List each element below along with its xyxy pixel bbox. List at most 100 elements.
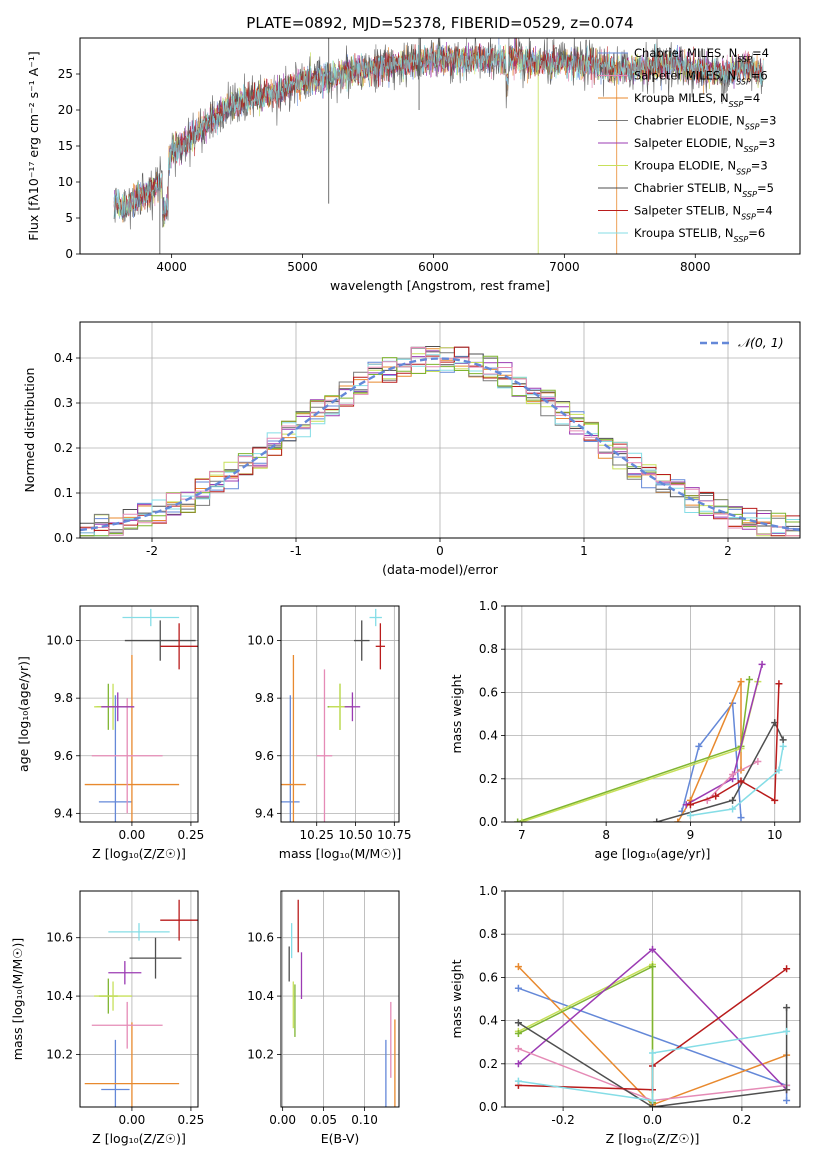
weight-series-marker	[686, 801, 694, 809]
y-axis-label: Normed distribution	[22, 368, 37, 493]
weight-series-marker	[745, 675, 753, 683]
y-axis-label: age [log₁₀(age/yr)]	[16, 656, 31, 772]
weight-series-marker	[783, 1086, 791, 1094]
y-tick-label: 10.2	[247, 1047, 274, 1061]
plot-frame	[504, 890, 801, 1108]
y-tick-label: 10.6	[247, 931, 274, 945]
weight-series-marker	[783, 965, 791, 973]
y-tick-label: 10	[58, 175, 73, 189]
weight-series-marker	[775, 766, 783, 774]
y-tick-label: 9.6	[255, 749, 274, 763]
weight-vs-age-chart: 7 8 9 10 0.0 0.2 0.4 0.6 0.8 1.0 age [log₁₀(age/yr…	[449, 599, 801, 861]
weight-series-line	[518, 1030, 787, 1102]
spectrum-chart: 4000 5000 6000 7000 8000 0 5 10 15 20 25 wavelength…	[26, 37, 801, 293]
legend-label: Chabrier MILES, NSSP=4	[634, 46, 769, 64]
y-tick-label: 9.8	[54, 691, 73, 705]
x-tick-label: 10.75	[377, 828, 411, 842]
weight-series-line	[677, 681, 742, 822]
x-tick-label: 8	[602, 828, 610, 842]
y-tick-label: 9.8	[255, 691, 274, 705]
x-tick-label: 10	[767, 828, 782, 842]
y-tick-label: 0.0	[479, 815, 498, 829]
y-tick-label: 0.0	[479, 1100, 498, 1114]
plot-frame	[280, 890, 400, 1108]
x-tick-label: -1	[290, 544, 302, 558]
x-tick-label: 0.25	[178, 828, 205, 842]
y-tick-label: 10.4	[46, 989, 73, 1003]
weight-series-marker	[758, 660, 766, 668]
y-tick-label: 0.6	[479, 970, 498, 984]
x-axis-label: age [log₁₀(age/yr)]	[595, 846, 711, 861]
x-tick-label: 0	[436, 544, 444, 558]
x-tick-label: 0.2	[732, 1113, 751, 1127]
plot-frame	[79, 321, 801, 539]
plot-frame	[79, 37, 801, 255]
x-tick-label: 0.25	[178, 1113, 205, 1127]
legend-label: Kroupa MILES, NSSP=4	[634, 91, 760, 109]
weight-vs-age-lines	[514, 660, 787, 822]
x-tick-label: 0.05	[310, 1113, 337, 1127]
weight-series-marker	[729, 770, 737, 778]
weight-series-marker	[779, 742, 787, 750]
y-tick-label: 9.6	[54, 749, 73, 763]
y-tick-label: 0.4	[54, 351, 73, 365]
x-tick-label: 9	[687, 828, 695, 842]
y-tick-label: 9.4	[255, 806, 274, 820]
x-tick-label: 6000	[418, 260, 449, 274]
plot-frame	[79, 890, 199, 1108]
y-tick-label: 0.1	[54, 486, 73, 500]
y-tick-label: 15	[58, 139, 73, 153]
legend-label: Kroupa ELODIE, NSSP=3	[634, 159, 768, 177]
plot-frame	[280, 605, 400, 823]
y-axis-label: mass weight	[449, 674, 464, 753]
y-tick-label: 10.2	[46, 1047, 73, 1061]
mass-vs-Z-chart: 0.00 0.25 10.2 10.4 10.6 Z [log₁₀(Z/Z☉)] mass …	[10, 890, 205, 1146]
x-tick-label: 1	[580, 544, 588, 558]
histogram-steps	[80, 346, 800, 537]
weight-series-marker	[712, 792, 720, 800]
weight-series-marker	[737, 814, 745, 822]
weight-series-marker	[518, 818, 526, 822]
weight-series-marker	[775, 680, 783, 688]
x-axis-label: Z [log₁₀(Z/Z☉)]	[606, 1131, 700, 1146]
weight-series-marker	[737, 678, 745, 686]
weight-series-marker	[514, 1045, 522, 1053]
weight-series-marker	[754, 758, 762, 766]
weight-series-marker	[514, 984, 522, 992]
x-tick-label: 5000	[287, 260, 318, 274]
y-tick-label: 10.4	[247, 989, 274, 1003]
plot-frame	[79, 605, 199, 823]
x-tick-label: 0.10	[351, 1113, 378, 1127]
figure-title: PLATE=0892, MJD=52378, FIBERID=0529, z=0…	[246, 14, 633, 32]
x-axis-label: (data-model)/error	[382, 562, 499, 577]
x-axis-label: Z [log₁₀(Z/Z☉)]	[92, 846, 186, 861]
y-tick-label: 1.0	[479, 599, 498, 613]
weight-series-marker	[649, 1049, 656, 1057]
y-tick-label: 0	[65, 247, 73, 261]
y-tick-label: 0.0	[54, 531, 73, 545]
weight-series-marker	[779, 736, 787, 744]
y-tick-label: 0.8	[479, 927, 498, 941]
y-tick-label: 1.0	[479, 884, 498, 898]
weight-series-marker	[514, 1019, 522, 1027]
mass-vs-ebv-points	[288, 899, 396, 1107]
age-vs-mass-points	[281, 608, 386, 822]
x-tick-label: 7000	[549, 260, 580, 274]
weight-series-line	[656, 720, 784, 822]
weight-series-marker	[695, 742, 703, 750]
y-tick-label: 0.6	[479, 685, 498, 699]
weight-series-marker	[653, 818, 661, 822]
weight-series-marker	[649, 1103, 656, 1107]
weight-series-marker	[674, 818, 682, 822]
weight-series-line	[690, 746, 784, 817]
y-axis-label: mass weight	[449, 959, 464, 1038]
legend-label: Salpeter STELIB, NSSP=4	[634, 204, 773, 222]
x-tick-label: 0.0	[643, 1113, 662, 1127]
y-axis-label: mass [log₁₀(M/M☉)]	[10, 938, 25, 1060]
x-tick-label: 2	[724, 544, 732, 558]
weight-series-line	[518, 1007, 788, 1107]
x-axis-label: Z [log₁₀(Z/Z☉)]	[92, 1131, 186, 1146]
weight-vs-Z-chart: -0.2 0.0 0.2 0.0 0.2 0.4 0.6 0.8 1.0 Z [log₁₀(Z/Z…	[449, 884, 801, 1146]
y-tick-label: 0.4	[479, 1014, 498, 1028]
